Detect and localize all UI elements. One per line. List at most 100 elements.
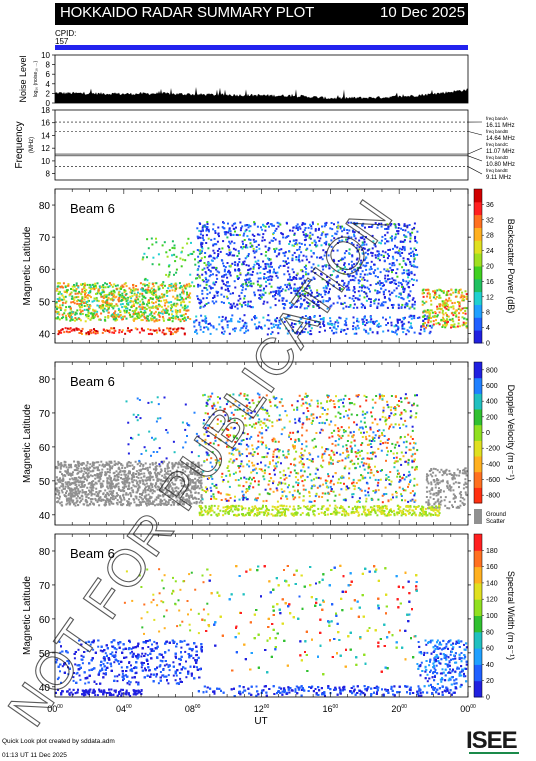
scatter-cell [88, 482, 91, 484]
scatter-cell [257, 267, 260, 270]
scatter-cell [130, 288, 132, 291]
scatter-cell [384, 288, 387, 291]
scatter-cell [75, 312, 78, 315]
scatter-cell [131, 295, 134, 298]
scatter-cell [111, 299, 114, 301]
scatter-cell [364, 251, 367, 254]
scatter-cell [347, 505, 350, 508]
scatter-cell [464, 306, 467, 309]
scatter-cell [429, 312, 432, 315]
scatter-cell [304, 292, 306, 295]
scatter-cell [217, 253, 220, 255]
colorbar-tick-label: 12 [486, 294, 494, 301]
scatter-cell [285, 286, 288, 289]
scatter-cell [455, 506, 458, 509]
scatter-cell [361, 321, 364, 324]
scatter-cell [322, 320, 325, 323]
scatter-cell [337, 269, 340, 272]
scatter-cell [295, 227, 298, 230]
scatter-cell [166, 463, 169, 466]
scatter-cell [59, 467, 62, 470]
scatter-cell [167, 265, 170, 268]
scatter-cell [94, 314, 97, 317]
scatter-cell [293, 289, 295, 292]
scatter-cell [90, 494, 93, 497]
scatter-cell [147, 333, 150, 335]
scatter-cell [161, 331, 164, 334]
scatter-cell [243, 331, 246, 334]
scatter-cell [270, 285, 273, 288]
scatter-cell [77, 472, 80, 474]
scatter-cell [406, 226, 409, 229]
scatter-cell [123, 309, 126, 312]
scatter-cell [110, 486, 113, 489]
scatter-cell [202, 331, 205, 333]
scatter-cell [100, 305, 103, 308]
scatter-cell [253, 263, 256, 266]
scatter-cell [56, 467, 59, 470]
scatter-cell [275, 320, 278, 323]
scatter-cell [307, 508, 310, 511]
scatter-cell [79, 312, 82, 315]
scatter-cell [168, 486, 171, 489]
scatter-cell [394, 251, 397, 254]
scatter-cell [176, 294, 179, 297]
scatter-cell [444, 471, 447, 474]
scatter-cell [426, 480, 429, 483]
scatter-cell [314, 228, 317, 231]
scatter-cell [373, 263, 375, 266]
scatter-cell [150, 489, 152, 492]
scatter-cell [429, 473, 432, 476]
scatter-cell [130, 486, 133, 489]
scatter-cell [172, 284, 175, 287]
scatter-cell [444, 306, 447, 309]
scatter-cell [277, 324, 280, 327]
scatter-cell [401, 323, 404, 326]
scatter-cell [73, 481, 76, 484]
scatter-cell [328, 290, 330, 293]
colorbar-tick-label: 0 [486, 341, 490, 348]
scatter-cell [244, 321, 247, 324]
scatter-cell [163, 299, 166, 302]
scatter-cell [90, 288, 93, 290]
scatter-cell [198, 229, 201, 232]
scatter-cell [146, 485, 149, 488]
scatter-cell [106, 293, 109, 296]
scatter-cell [210, 504, 213, 507]
scatter-cell [55, 301, 58, 304]
scatter-cell [325, 300, 328, 303]
scatter-cell [355, 262, 358, 265]
scatter-cell [232, 233, 235, 236]
scatter-cell [387, 270, 390, 273]
scatter-cell [199, 325, 202, 328]
scatter-cell [230, 318, 232, 321]
scatter-cell [112, 478, 115, 481]
scatter-cell [55, 487, 58, 490]
scatter-cell [225, 253, 228, 255]
scatter-cell [202, 234, 204, 237]
scatter-cell [155, 465, 158, 468]
scatter-cell [459, 288, 462, 291]
scatter-cell [437, 307, 440, 310]
scatter-cell [427, 311, 430, 314]
scatter-cell [114, 497, 117, 499]
scatter-cell [186, 305, 189, 308]
scatter-cell [359, 273, 362, 276]
scatter-cell [432, 479, 435, 482]
scatter-cell [296, 331, 299, 333]
scatter-cell [151, 298, 154, 301]
scatter-cell [148, 291, 151, 294]
scatter-cell [113, 329, 116, 332]
scatter-cell [435, 494, 438, 497]
scatter-cell [96, 492, 99, 495]
scatter-cell [386, 257, 389, 260]
scatter-cell [332, 332, 335, 335]
scatter-cell [115, 317, 118, 320]
frequency-lines [55, 121, 468, 167]
scatter-cell [160, 468, 163, 471]
scatter-cell [160, 305, 163, 308]
scatter-cell [64, 464, 67, 467]
scatter-cell [456, 325, 459, 328]
scatter-cell [241, 247, 244, 250]
scatter-cell [69, 482, 72, 485]
